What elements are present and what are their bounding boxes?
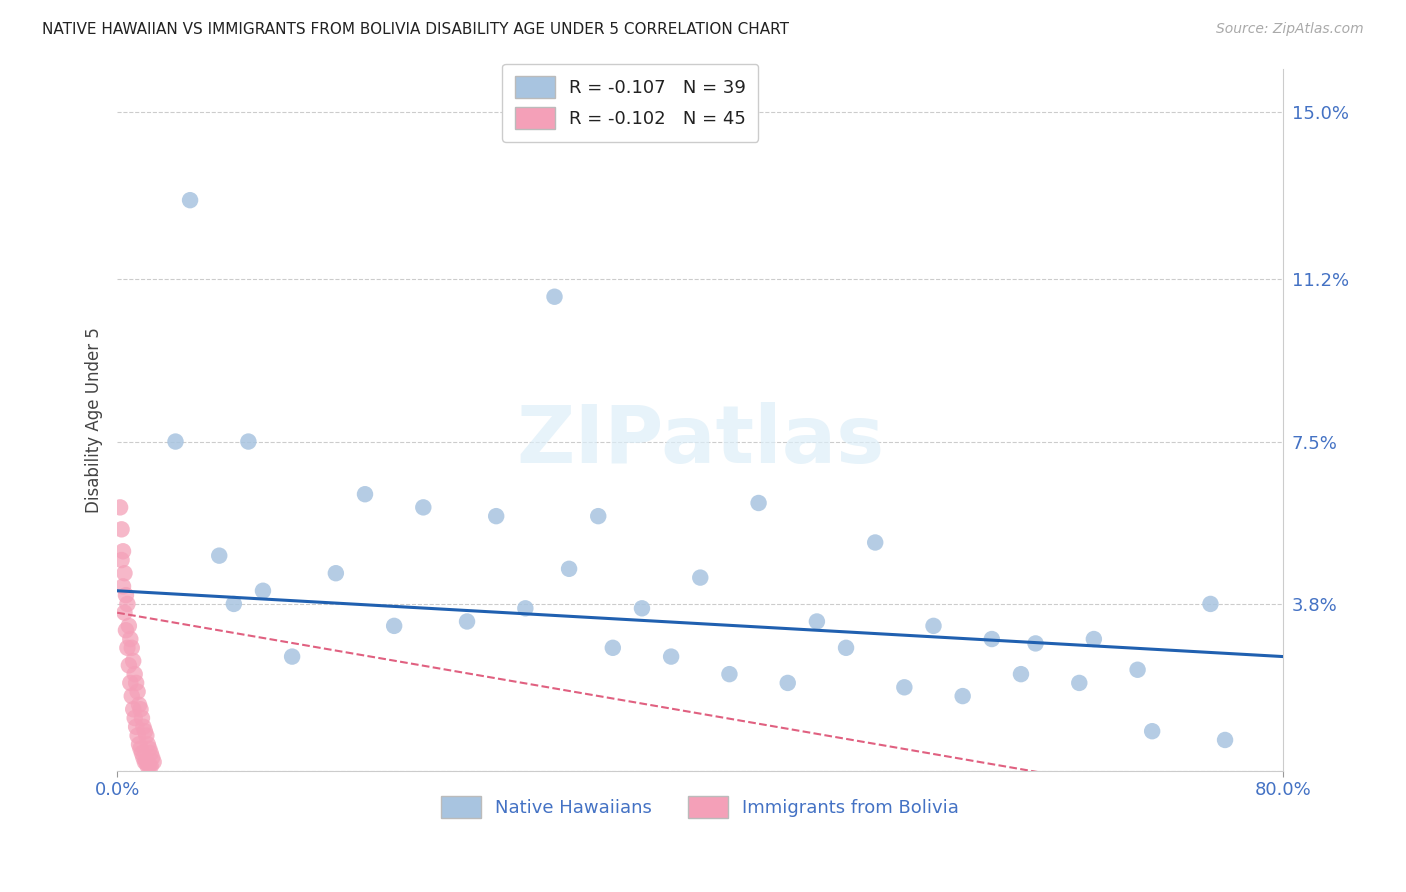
Point bbox=[222, 597, 245, 611]
Point bbox=[952, 689, 974, 703]
Point bbox=[118, 658, 141, 673]
Point bbox=[117, 597, 139, 611]
Point bbox=[134, 724, 156, 739]
Y-axis label: Disability Age Under 5: Disability Age Under 5 bbox=[86, 326, 103, 513]
Point bbox=[806, 615, 828, 629]
Point bbox=[131, 711, 153, 725]
Legend: Native Hawaiians, Immigrants from Bolivia: Native Hawaiians, Immigrants from Bolivi… bbox=[434, 789, 966, 825]
Point bbox=[1126, 663, 1149, 677]
Point bbox=[1199, 597, 1222, 611]
Point bbox=[127, 684, 149, 698]
Point bbox=[132, 720, 155, 734]
Point bbox=[835, 640, 858, 655]
Point bbox=[776, 676, 799, 690]
Point bbox=[125, 720, 148, 734]
Point bbox=[136, 737, 159, 751]
Point bbox=[543, 290, 565, 304]
Point bbox=[125, 676, 148, 690]
Point bbox=[1213, 733, 1236, 747]
Point bbox=[118, 619, 141, 633]
Point bbox=[485, 509, 508, 524]
Point bbox=[179, 193, 201, 207]
Point bbox=[135, 729, 157, 743]
Point bbox=[120, 676, 142, 690]
Point bbox=[281, 649, 304, 664]
Point bbox=[114, 566, 136, 581]
Point bbox=[165, 434, 187, 449]
Point bbox=[252, 583, 274, 598]
Point bbox=[110, 522, 132, 536]
Point bbox=[136, 759, 159, 773]
Point bbox=[108, 500, 131, 515]
Point bbox=[117, 640, 139, 655]
Text: NATIVE HAWAIIAN VS IMMIGRANTS FROM BOLIVIA DISABILITY AGE UNDER 5 CORRELATION CH: NATIVE HAWAIIAN VS IMMIGRANTS FROM BOLIV… bbox=[42, 22, 789, 37]
Point bbox=[138, 741, 160, 756]
Text: Source: ZipAtlas.com: Source: ZipAtlas.com bbox=[1216, 22, 1364, 37]
Point bbox=[748, 496, 770, 510]
Point bbox=[1140, 724, 1163, 739]
Point bbox=[980, 632, 1002, 646]
Point bbox=[138, 759, 160, 773]
Point bbox=[142, 755, 165, 769]
Point bbox=[139, 759, 162, 773]
Point bbox=[1083, 632, 1105, 646]
Point bbox=[1025, 636, 1047, 650]
Point bbox=[134, 755, 156, 769]
Point bbox=[129, 741, 152, 756]
Point bbox=[124, 711, 146, 725]
Point bbox=[689, 571, 711, 585]
Point bbox=[111, 579, 134, 593]
Point bbox=[412, 500, 434, 515]
Point bbox=[114, 606, 136, 620]
Point bbox=[139, 746, 162, 760]
Point bbox=[131, 746, 153, 760]
Point bbox=[922, 619, 945, 633]
Point bbox=[135, 755, 157, 769]
Point bbox=[122, 654, 145, 668]
Point bbox=[141, 750, 163, 764]
Point bbox=[558, 562, 581, 576]
Point bbox=[110, 553, 132, 567]
Point bbox=[127, 729, 149, 743]
Point bbox=[863, 535, 886, 549]
Point bbox=[122, 702, 145, 716]
Point bbox=[631, 601, 654, 615]
Point bbox=[659, 649, 682, 664]
Point bbox=[115, 588, 138, 602]
Point bbox=[121, 689, 143, 703]
Point bbox=[325, 566, 347, 581]
Point bbox=[718, 667, 741, 681]
Point bbox=[354, 487, 377, 501]
Point bbox=[115, 624, 138, 638]
Point bbox=[1010, 667, 1032, 681]
Point bbox=[515, 601, 537, 615]
Point bbox=[602, 640, 624, 655]
Point bbox=[120, 632, 142, 646]
Point bbox=[238, 434, 260, 449]
Point bbox=[208, 549, 231, 563]
Point bbox=[121, 640, 143, 655]
Point bbox=[1069, 676, 1091, 690]
Point bbox=[111, 544, 134, 558]
Point bbox=[382, 619, 405, 633]
Point bbox=[456, 615, 478, 629]
Point bbox=[128, 737, 150, 751]
Point bbox=[132, 750, 155, 764]
Point bbox=[129, 702, 152, 716]
Point bbox=[893, 681, 915, 695]
Point bbox=[124, 667, 146, 681]
Point bbox=[586, 509, 609, 524]
Point bbox=[128, 698, 150, 712]
Text: ZIPatlas: ZIPatlas bbox=[516, 401, 884, 480]
